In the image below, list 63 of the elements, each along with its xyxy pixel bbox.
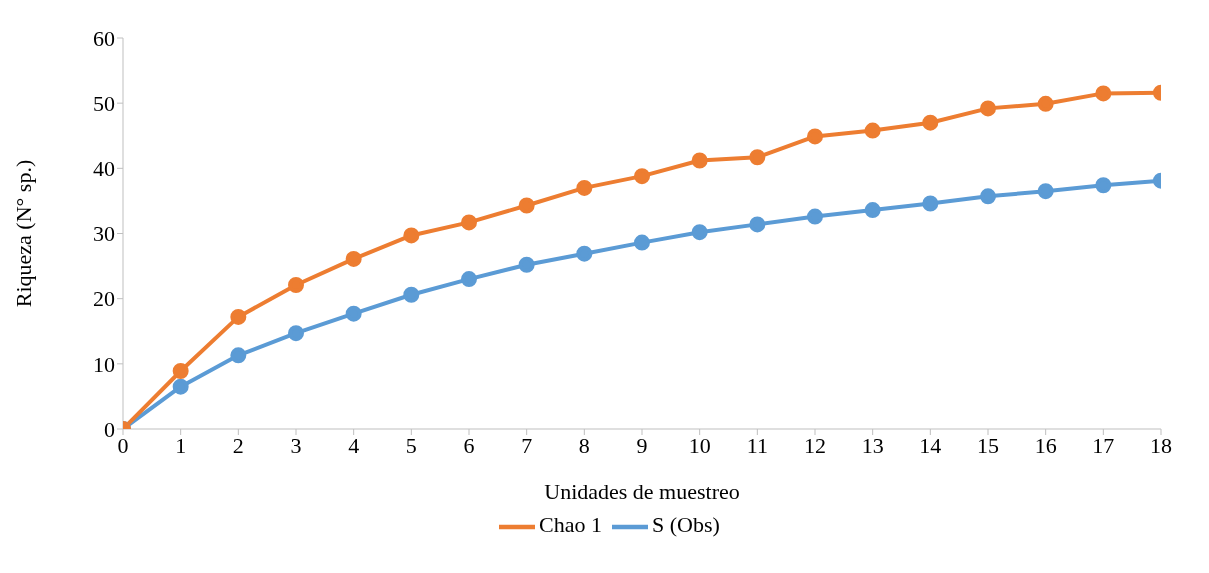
point (461, 214, 477, 231)
x-tick-label: 5 (405, 432, 417, 458)
y-tick-label: 30 (93, 221, 115, 247)
point (403, 286, 420, 303)
x-tick-label: 2 (232, 432, 244, 458)
point (691, 224, 708, 241)
x-tick-label: 1 (175, 432, 187, 458)
point (518, 197, 535, 214)
x-tick-label: 17 (1092, 432, 1115, 458)
x-tick-label: 7 (521, 432, 533, 458)
point (1095, 177, 1112, 194)
point (461, 271, 477, 288)
point (345, 250, 362, 267)
point (634, 168, 650, 185)
point (403, 227, 420, 244)
point (807, 128, 823, 145)
legend-label: S (Obs) (652, 512, 720, 538)
point (288, 276, 304, 293)
x-tick-label: 4 (348, 432, 360, 458)
point (864, 122, 881, 139)
point (576, 179, 593, 196)
x-tick-label: 12 (804, 432, 826, 458)
x-tick-label: 8 (578, 432, 590, 458)
x-tick-label: 14 (919, 432, 942, 458)
point (288, 325, 304, 342)
x-tick-label: 10 (688, 432, 711, 458)
y-tick-label: 0 (104, 416, 115, 442)
x-tick-label: 6 (463, 432, 475, 458)
x-tick-label: 11 (746, 432, 768, 458)
point (172, 378, 189, 395)
x-tick-label: 3 (290, 432, 302, 458)
point (864, 202, 881, 219)
point (922, 195, 939, 212)
point (1037, 95, 1054, 112)
x-tick-label: 16 (1034, 432, 1057, 458)
x-tick-label: 9 (636, 432, 648, 458)
point (634, 234, 650, 251)
y-axis-title: Riqueza (N° sp.) (10, 159, 36, 308)
legend-label: Chao 1 (539, 512, 603, 538)
x-tick-label: 13 (861, 432, 884, 458)
point (230, 308, 247, 325)
point (1037, 183, 1054, 200)
point (576, 245, 593, 262)
y-tick-label: 50 (93, 90, 115, 116)
point (518, 256, 535, 273)
y-tick-label: 60 (93, 25, 115, 51)
point (980, 188, 996, 205)
point (749, 149, 766, 166)
point (922, 114, 939, 131)
point (807, 208, 823, 225)
point (345, 305, 362, 322)
x-tick-label: 15 (977, 432, 999, 458)
x-tick-label: 18 (1150, 432, 1172, 458)
point (980, 100, 996, 117)
point (230, 347, 247, 364)
point (172, 363, 189, 379)
x-axis-title: Unidades de muestreo (544, 479, 740, 504)
point (1095, 85, 1112, 102)
point (691, 152, 708, 169)
point (749, 216, 766, 233)
y-tick-label: 40 (93, 156, 115, 182)
y-tick-label: 20 (93, 286, 115, 312)
y-tick-label: 10 (93, 351, 115, 377)
